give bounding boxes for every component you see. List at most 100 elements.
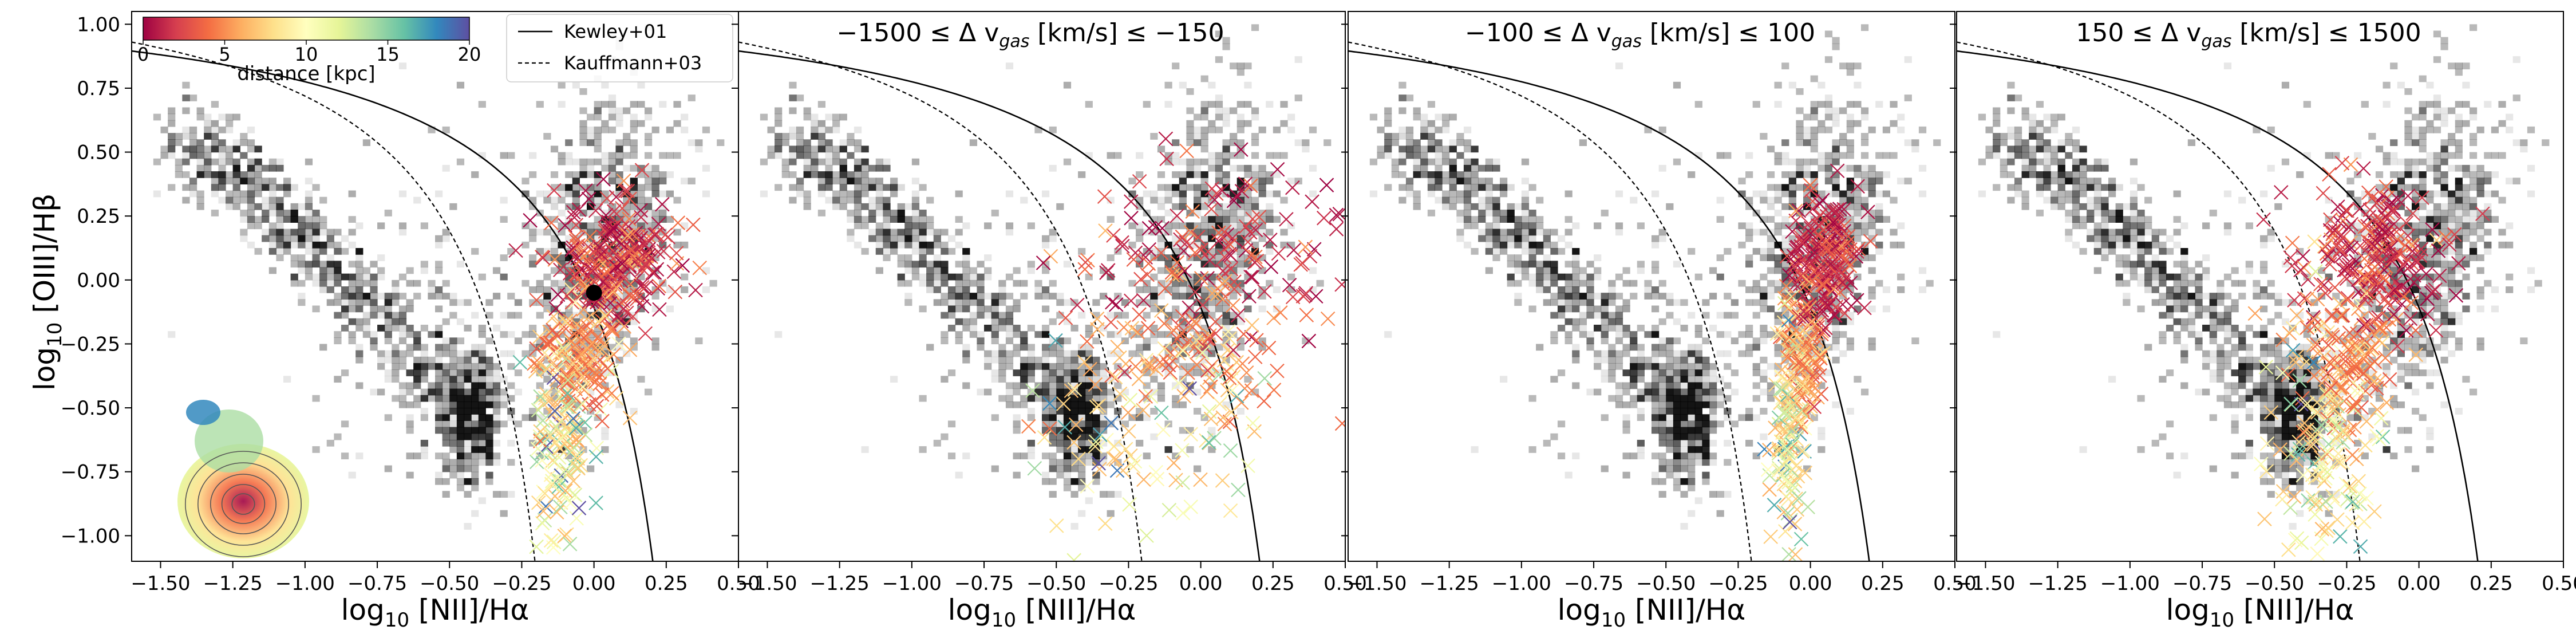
density-cell (1781, 261, 1789, 268)
density-cell (341, 305, 349, 313)
density-cell (514, 420, 523, 428)
scatter-marker (616, 301, 631, 316)
density-cell (507, 312, 515, 319)
density-cell (384, 356, 392, 364)
density-cell (1846, 178, 1854, 184)
density-cell (464, 523, 472, 530)
density-cell (1215, 164, 1223, 172)
density-cell (1673, 81, 1681, 89)
density-cell (1056, 465, 1064, 472)
density-cell (1157, 216, 1165, 223)
density-cell (175, 164, 183, 172)
density-cell (370, 299, 378, 306)
density-cell (1868, 344, 1876, 351)
density-cell (1694, 324, 1702, 332)
density-cell (1824, 107, 1833, 115)
density-cell (1427, 139, 1436, 147)
scatter-marker (1243, 178, 1258, 194)
scatter-marker (1202, 328, 1217, 343)
scatter-marker (576, 383, 592, 397)
density-cell (1543, 279, 1551, 287)
density-cell (919, 222, 927, 230)
density-cell (471, 465, 479, 472)
density-cell (1150, 229, 1158, 236)
density-cell (1056, 427, 1064, 434)
density-cell (449, 350, 457, 357)
density-cell (1680, 523, 1688, 530)
scatter-marker (1107, 439, 1121, 454)
density-cell (1194, 388, 1202, 396)
density-cell (947, 312, 956, 319)
nucleus-marker (586, 285, 602, 301)
density-cell (247, 210, 255, 216)
density-cell (1478, 210, 1486, 216)
density-cell (182, 158, 190, 166)
density-cell (1485, 184, 1493, 191)
density-cell (1724, 350, 1732, 357)
density-cell (1803, 184, 1811, 191)
density-cell (1652, 241, 1660, 249)
density-cell (897, 279, 905, 287)
density-cell (276, 210, 284, 216)
density-cell (775, 107, 783, 115)
density-cell (1564, 241, 1573, 249)
density-cell (377, 305, 385, 313)
density-cell (196, 113, 204, 121)
density-cell (1230, 139, 1238, 147)
density-cell (1222, 184, 1230, 191)
density-cell (1244, 376, 1252, 383)
scatter-marker (567, 487, 583, 502)
density-cell (1781, 222, 1789, 230)
density-cell (904, 203, 912, 210)
scatter-marker (599, 264, 614, 279)
density-cell (1042, 286, 1050, 293)
density-cell (456, 376, 465, 383)
density-cell (428, 388, 436, 396)
density-cell (1114, 312, 1122, 319)
density-cell (1579, 267, 1587, 274)
scatter-marker (563, 495, 578, 511)
density-cell (904, 299, 912, 306)
density-cell (1637, 395, 1645, 402)
density-cell (211, 190, 219, 198)
density-cell (175, 139, 183, 147)
density-cell (1020, 196, 1028, 204)
density-cell (991, 318, 999, 325)
density-cell (832, 145, 840, 153)
scatter-marker (569, 511, 584, 526)
density-cell (1070, 523, 1078, 530)
density-cell (1266, 279, 1274, 287)
scatter-marker (1042, 421, 1057, 436)
density-cell (1200, 235, 1208, 242)
density-cell (630, 196, 638, 204)
density-cell (1702, 439, 1710, 447)
density-cell (1150, 324, 1158, 332)
scatter-marker (1141, 242, 1157, 257)
scatter-marker (1170, 208, 1184, 223)
density-cell (587, 190, 595, 198)
density-cell (442, 337, 450, 345)
density-cell (1673, 414, 1681, 422)
density-cell (1673, 369, 1681, 376)
density-cell (1868, 210, 1876, 216)
density-cell (435, 305, 443, 313)
density-cell (890, 229, 898, 236)
density-cell (1287, 126, 1295, 133)
density-cell (644, 203, 653, 210)
density-cell (1666, 356, 1674, 364)
density-cell (861, 145, 869, 153)
density-cell (1369, 158, 1378, 166)
scatter-marker (1175, 475, 1190, 490)
density-cell (1608, 286, 1616, 293)
density-cell (630, 101, 638, 108)
density-cell (1601, 293, 1609, 300)
density-cell (1716, 254, 1724, 261)
density-cell (435, 235, 443, 242)
density-cell (1630, 363, 1638, 370)
density-cell (1694, 408, 1702, 415)
density-cell (1652, 395, 1660, 402)
density-cell (500, 216, 508, 223)
density-cell (1832, 299, 1840, 306)
density-cell (1258, 293, 1266, 300)
density-cell (1622, 401, 1630, 408)
